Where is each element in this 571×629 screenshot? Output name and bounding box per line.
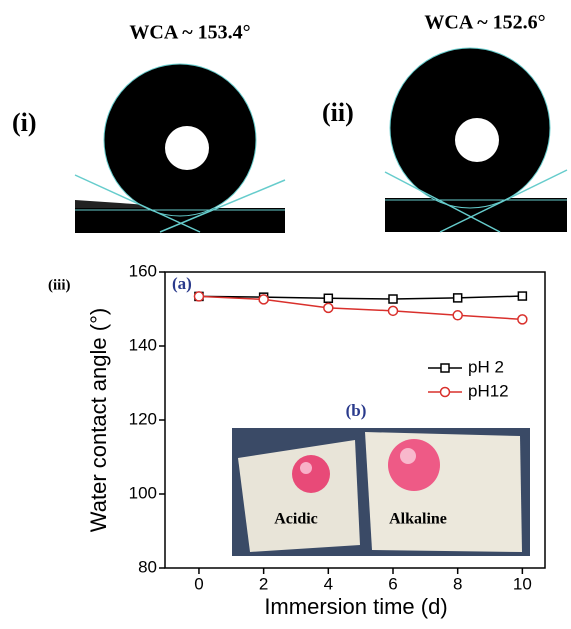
x-tick-label: 0 — [194, 574, 203, 593]
x-tick-label: 8 — [453, 574, 462, 593]
legend-marker — [441, 364, 449, 372]
point — [518, 292, 526, 300]
series-line — [199, 296, 522, 319]
y-tick-label: 100 — [129, 483, 157, 502]
point — [194, 292, 203, 301]
x-tick-label: 4 — [324, 574, 333, 593]
inset-text: Acidic — [274, 511, 318, 528]
inset-text: Alkaline — [389, 511, 447, 528]
y-tick-label: 120 — [129, 409, 157, 428]
inset-label: (b) — [346, 401, 367, 420]
droplet-photo-i — [75, 55, 285, 235]
point — [453, 311, 462, 320]
panel-label: (i) — [12, 108, 37, 137]
caption: WCA ~ 152.6° — [424, 12, 545, 34]
point — [389, 295, 397, 303]
x-axis-label: Immersion time (d) — [264, 594, 447, 619]
caption: WCA ~ 153.4° — [129, 22, 250, 44]
point — [518, 315, 527, 324]
point — [259, 295, 268, 304]
legend-label: pH 2 — [468, 357, 504, 376]
x-tick-label: 10 — [513, 574, 532, 593]
y-tick-label: 140 — [129, 335, 157, 354]
legend-label: pH12 — [468, 381, 509, 400]
point — [389, 306, 398, 315]
inset-label: (a) — [172, 274, 192, 293]
y-tick-label: 80 — [138, 557, 157, 576]
droplet-photo-ii — [385, 42, 567, 232]
y-axis-label: Water contact angle (°) — [86, 308, 111, 532]
panel-label: (iii) — [48, 277, 71, 293]
panel-label: (ii) — [322, 98, 354, 127]
x-tick-label: 6 — [388, 574, 397, 593]
point — [324, 294, 332, 302]
inset-photo: Acidic Alkaline — [232, 428, 530, 556]
point — [324, 303, 333, 312]
legend-marker — [441, 388, 450, 397]
figure: WCA ~ 153.4° WCA ~ 152.6° (i) (ii) (iii)… — [0, 0, 571, 629]
y-tick-label: 160 — [129, 261, 157, 280]
x-tick-label: 2 — [259, 574, 268, 593]
point — [454, 294, 462, 302]
